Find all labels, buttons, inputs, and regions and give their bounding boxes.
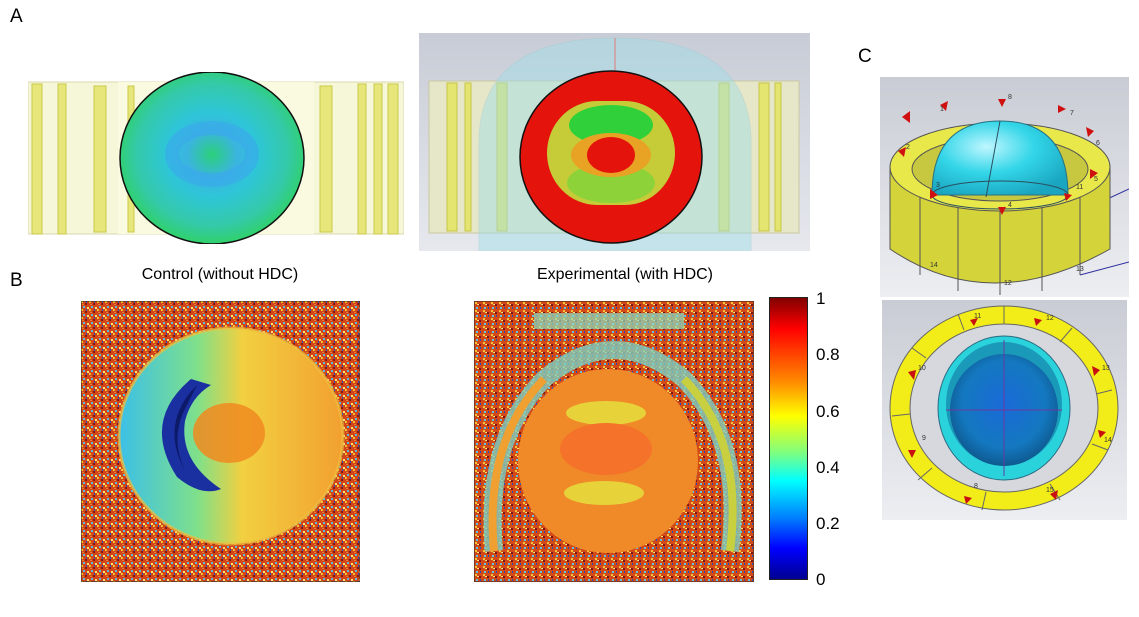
band-bottom [564, 481, 644, 505]
b2-map-experimental [474, 301, 754, 582]
title-experimental: Experimental (with HDC) [536, 266, 714, 283]
port-label: 12 [1004, 280, 1012, 287]
port-label: 8 [974, 483, 978, 490]
colorbar-tick: 0.2 [816, 514, 840, 533]
port-label: 14 [930, 262, 938, 269]
axis-line [1079, 261, 1129, 276]
phantom-field-map [119, 72, 305, 244]
band-top [566, 401, 646, 425]
coil-rods-right [319, 83, 399, 235]
port-label: 14 [1104, 437, 1112, 444]
port-label: 8 [1008, 94, 1012, 101]
segment-lines [891, 306, 1113, 511]
simulation-control-figure [28, 72, 404, 244]
port-label: 9 [922, 435, 926, 442]
port-label: 10 [918, 365, 926, 372]
colorbar-tick: 0.6 [816, 402, 840, 421]
port-markers [908, 318, 1106, 504]
segment-lines [919, 195, 1081, 295]
phantom-edge [117, 326, 345, 546]
panel-label-c: C [858, 46, 872, 67]
dark-crescent-core [174, 385, 197, 471]
shield-artifact-left [488, 376, 547, 552]
panel-label-a: A [10, 6, 23, 27]
colorbar [769, 297, 808, 580]
port-label: 15 [1046, 487, 1054, 494]
title-control: Control (without HDC) [141, 266, 299, 283]
hotspot [193, 403, 265, 463]
coil-top-view: 11 12 13 14 15 8 9 10 [882, 300, 1127, 520]
port-label: 1 [940, 106, 944, 113]
panel-label-b: B [10, 270, 23, 291]
colorbar-tick: 0 [816, 570, 826, 589]
port-label: 3 [936, 182, 940, 189]
colorbar-tick: 0.4 [816, 458, 840, 477]
coil-rods [446, 82, 782, 232]
center-region [560, 423, 652, 475]
colorbar-tick: 0.8 [816, 345, 840, 364]
port-label: 11 [1076, 184, 1083, 191]
port-label: 5 [1094, 176, 1098, 183]
colorbar-tick: 1 [816, 289, 826, 308]
port-label: 11 [974, 313, 981, 320]
port-label: 13 [1102, 365, 1110, 372]
simulation-experimental-figure [419, 33, 810, 251]
field-lobe-top [569, 105, 653, 145]
port-label: 7 [1070, 110, 1074, 117]
port-labels: 8 7 6 5 4 3 2 1 11 12 13 14 [906, 94, 1100, 287]
coil-3d-render: 8 7 6 5 4 3 2 1 11 12 13 14 [880, 77, 1129, 297]
b1-map-control [81, 301, 360, 582]
dark-crescent [161, 379, 221, 492]
port-markers [898, 99, 1098, 215]
shield-artifact-right [681, 376, 737, 552]
top-artifact [534, 313, 684, 329]
port-label: 4 [1008, 202, 1012, 209]
phantom-dome [931, 120, 1069, 196]
port-label: 13 [1076, 266, 1084, 273]
port-label: 6 [1096, 140, 1100, 147]
field-center [587, 137, 635, 173]
colorbar-gradient [769, 297, 808, 580]
port-label: 2 [906, 144, 910, 151]
port-labels: 11 12 13 14 15 8 9 10 [918, 313, 1112, 494]
dome-seam [985, 120, 1001, 198]
field-ring [165, 121, 259, 187]
port-label: 12 [1046, 315, 1054, 322]
